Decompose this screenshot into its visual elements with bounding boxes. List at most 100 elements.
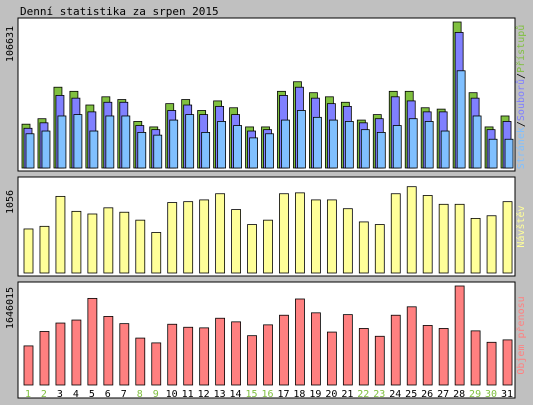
day-label: 22 — [357, 389, 369, 400]
kbytes-bar — [454, 285, 465, 386]
visits-bar — [358, 221, 369, 274]
y-max-label: 1056 — [5, 190, 16, 214]
kbytes-bar — [486, 341, 497, 386]
visits-bar — [390, 193, 401, 274]
day-label: 18 — [293, 389, 305, 400]
kbytes-bar — [151, 342, 162, 386]
kbytes-bar — [23, 345, 34, 386]
y-max-label: 1646015 — [5, 287, 16, 329]
kbytes-bar — [55, 322, 66, 386]
kbytes-bar — [119, 323, 130, 386]
day-label: 3 — [57, 389, 63, 400]
pages-bar — [408, 118, 418, 169]
day-label: 1 — [25, 389, 31, 400]
kbytes-bar — [311, 312, 321, 386]
pages-bar — [328, 119, 338, 169]
legend-separator: / — [516, 121, 527, 127]
day-label: 14 — [230, 389, 242, 400]
pages-bar — [185, 114, 195, 169]
pages-bar — [217, 121, 227, 169]
kbytes-bar — [215, 317, 226, 386]
day-label: 27 — [437, 389, 449, 400]
day-label: 19 — [309, 389, 321, 400]
legend-hits-files-pages: Stránek/Souborů/Přístupů — [515, 25, 527, 170]
x-axis-day-labels: 1 2 3 4 5 6 7 8 9 10 11 12 13 14 15 16 17 18 19 20 21 22 23 24 2… — [25, 389, 513, 400]
pages-bar — [233, 125, 242, 169]
kbytes-bar — [390, 314, 401, 386]
kbytes-bar — [39, 331, 50, 386]
visits-bar — [199, 199, 210, 274]
pages-bar — [281, 119, 290, 169]
visits-bar — [263, 219, 273, 274]
pages-bar — [89, 130, 99, 169]
visits-bar — [215, 193, 226, 274]
visits-bar — [486, 215, 497, 274]
kbytes-bar — [231, 321, 241, 386]
pages-bar — [360, 129, 370, 169]
visits-bar — [295, 192, 305, 274]
visits-bar — [422, 195, 433, 274]
y-max-label: 106631 — [5, 26, 16, 62]
day-label: 6 — [105, 389, 111, 400]
chart-title: Denní statistika za srpen 2015 — [20, 5, 219, 18]
visits-bar — [374, 224, 385, 274]
pages-bar — [472, 115, 482, 169]
day-label: 11 — [182, 389, 194, 400]
day-label: 21 — [341, 389, 353, 400]
visits-bar — [454, 203, 465, 274]
pages-bar — [25, 133, 35, 169]
kbytes-bar — [199, 327, 210, 386]
day-label: 15 — [246, 389, 258, 400]
kbytes-bar — [326, 331, 337, 386]
legend-pages: Stránek — [515, 127, 527, 169]
day-label: 9 — [153, 389, 159, 400]
legend-visits: Návštěv — [515, 205, 527, 247]
day-label: 28 — [453, 389, 465, 400]
kbytes-bar — [295, 298, 305, 386]
kbytes-bar — [374, 335, 385, 386]
pages-bar — [344, 121, 354, 169]
visits-bar — [167, 202, 178, 274]
panel-hits-files-pages: 106631 Stránek/Souborů/Přístupů — [5, 17, 527, 172]
visits-bar — [326, 199, 337, 274]
pages-bar — [488, 138, 498, 169]
day-label: 13 — [214, 389, 226, 400]
visits-bar — [470, 217, 481, 274]
visits-bar — [151, 232, 162, 274]
pages-bar — [41, 130, 51, 169]
pages-bar — [424, 121, 434, 169]
pages-bar — [201, 132, 211, 169]
day-label: 16 — [261, 389, 273, 400]
kbytes-bar — [438, 328, 449, 386]
day-label: 24 — [389, 389, 401, 400]
visits-bar — [231, 209, 241, 274]
day-label: 2 — [41, 389, 47, 400]
day-label: 20 — [325, 389, 337, 400]
kbytes-bar — [103, 316, 114, 386]
day-label: 17 — [277, 389, 289, 400]
day-label: 7 — [121, 389, 127, 400]
kbytes-bar — [263, 324, 273, 386]
pages-bar — [153, 134, 163, 169]
pages-bar — [376, 132, 386, 169]
visits-bar — [279, 193, 289, 274]
visits-bar — [311, 199, 321, 274]
day-label: 26 — [421, 389, 433, 400]
legend-kbytes: Objem přenosu — [515, 296, 527, 374]
pages-bar — [313, 116, 322, 169]
visits-bar — [103, 207, 114, 274]
day-label: 23 — [373, 389, 385, 400]
legend-files: Souborů — [515, 79, 527, 121]
kbytes-bar — [167, 323, 178, 386]
kbytes-bar — [247, 335, 257, 386]
pages-bar — [121, 115, 131, 169]
day-label: 4 — [73, 389, 79, 400]
pages-bar — [265, 133, 274, 169]
day-label: 30 — [485, 389, 497, 400]
visits-bar — [438, 203, 449, 274]
visits-bar — [502, 201, 513, 274]
visits-bar — [247, 224, 257, 274]
pages-bar — [137, 132, 147, 169]
day-label: 29 — [469, 389, 481, 400]
